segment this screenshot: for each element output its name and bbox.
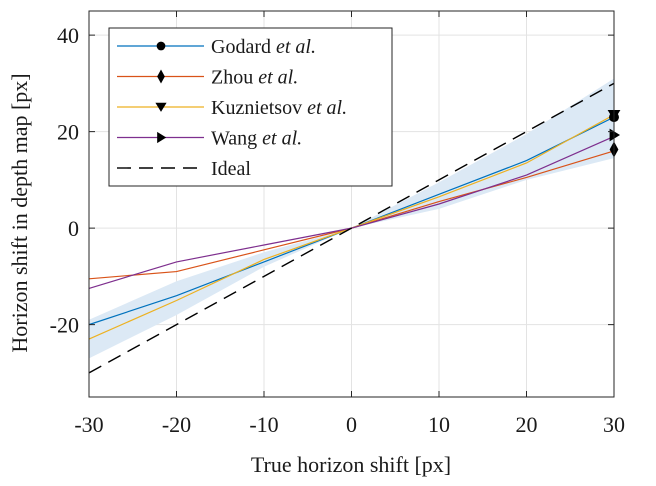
legend-entry-godard: Godard et al. — [117, 36, 316, 58]
legend-entry-zhou: Zhou et al. — [117, 67, 298, 89]
legend-entry-kuznietsov: Kuznietsov et al. — [117, 97, 347, 119]
series-line-ideal — [88, 82, 615, 374]
x-tick-label: 10 — [428, 412, 450, 437]
confidence-band — [89, 78, 614, 359]
legend-marker-wang — [157, 131, 167, 144]
legend-label: Zhou et al. — [211, 67, 298, 89]
y-tick-label: 0 — [68, 216, 79, 241]
y-tick-label: 20 — [57, 120, 79, 145]
x-tick-label: 0 — [346, 412, 357, 437]
y-axis-label: Horizon shift in depth map [px] — [7, 73, 32, 352]
legend-entry-ideal: Ideal — [117, 158, 251, 180]
legend-label: Godard et al. — [211, 36, 316, 58]
legend: Godard et al. Zhou et al. Kuznietsov et al… — [108, 27, 393, 187]
end-marker-wang — [609, 128, 620, 142]
legend-marker-zhou — [157, 69, 165, 84]
axis-ticks: -30 -20 -10 0 10 20 30 -20 0 20 40 — [50, 11, 625, 437]
legend-label: Kuznietsov et al. — [211, 97, 347, 119]
x-tick-label: -20 — [162, 412, 191, 437]
legend-label: Wang et al. — [211, 128, 302, 150]
x-axis-label: True horizon shift [px] — [251, 452, 451, 477]
legend-label: Ideal — [211, 158, 251, 180]
x-tick-label: -30 — [74, 412, 103, 437]
uncertainty-band — [89, 78, 614, 359]
x-tick-label: -10 — [249, 412, 278, 437]
legend-marker-godard — [156, 41, 166, 51]
legend-marker-kuznietsov — [155, 102, 167, 112]
x-tick-label: 30 — [603, 412, 625, 437]
legend-entry-wang: Wang et al. — [117, 128, 302, 150]
y-tick-label: -20 — [50, 313, 79, 338]
x-tick-label: 20 — [516, 412, 538, 437]
series-lines — [88, 82, 615, 374]
y-tick-label: 40 — [57, 23, 79, 48]
